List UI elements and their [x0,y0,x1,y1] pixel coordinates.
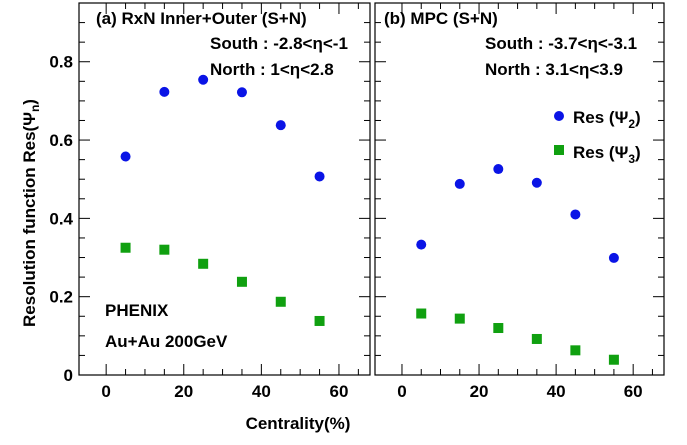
legend-entry-psi2: Res (Ψ2) [573,108,641,131]
y-tick-label: 0.4 [49,209,73,228]
panel-b-north-annotation: North : 3.1<η<3.9 [485,60,623,79]
x-tick-label: 40 [252,382,271,401]
x-tick-label: 0 [397,382,406,401]
x-tick-label: 60 [624,382,643,401]
x-tick-label: 20 [470,382,489,401]
experiment-label: PHENIX [105,301,169,320]
y-axis-title-close: ) [20,99,39,105]
legend-entry-psi3-text: Res (Ψ [573,143,628,162]
data-point-psi2 [120,151,131,162]
data-point-psi3 [198,258,209,269]
legend-marker-psi3 [554,145,564,155]
y-axis-title-text: Resolution function Res(Ψ [20,112,39,327]
panel-b: 0 20 40 60 [374,2,665,401]
data-point-psi2 [159,86,170,97]
panel-a-north-annotation: North : 1<η<2.8 [210,60,334,79]
x-axis-title: Centrality(%) [246,414,351,433]
panel-b-label: (b) MPC (S+N) [384,9,498,28]
data-point-psi2 [608,252,619,263]
panel-a: 0 20 40 60 0 0.2 0.4 0.6 0.8 [49,2,371,401]
legend: Res (Ψ2) Res (Ψ3) [554,108,641,166]
data-point-psi3 [416,308,427,319]
panel-frame [78,2,371,376]
data-point-psi2 [493,164,504,175]
y-tick-label: 0.8 [49,53,73,72]
data-point-psi2 [416,239,427,250]
data-point-psi2 [454,178,465,189]
data-point-psi3 [236,276,247,287]
y-tick-label: 0 [64,366,73,385]
y-tick-label: 0.6 [49,131,73,150]
y-axis-title-sub: n [28,105,42,112]
data-point-psi2 [236,87,247,98]
panel-b-south-annotation: South : -3.7<η<-3.1 [485,34,637,53]
data-point-psi3 [493,323,504,334]
panel-frame [374,2,665,376]
data-point-psi3 [275,296,286,307]
x-tick-label: 20 [174,382,193,401]
data-point-psi2 [198,74,209,85]
x-tick-label: 0 [101,382,110,401]
data-point-psi3 [531,333,542,344]
x-tick-label: 60 [329,382,348,401]
legend-entry-psi3-close: ) [635,143,641,162]
data-point-psi3 [159,244,170,255]
data-point-psi2 [531,177,542,188]
y-tick-label: 0.2 [49,288,73,307]
data-point-psi3 [608,354,619,365]
data-point-psi3 [454,313,465,324]
data-point-psi2 [314,171,325,182]
legend-entry-psi3: Res (Ψ3) [573,143,641,166]
data-point-psi3 [120,242,131,253]
legend-marker-psi2 [554,111,564,121]
legend-entry-psi2-text: Res (Ψ [573,108,628,127]
legend-entry-psi2-close: ) [635,108,641,127]
x-tick-label: 40 [547,382,566,401]
data-point-psi2 [275,120,286,131]
data-point-psi3 [314,315,325,326]
panel-a-south-annotation: South : -2.8<η<-1 [210,34,348,53]
legend-entry-psi2-sub: 2 [628,117,635,131]
legend-entry-psi3-sub: 3 [628,152,635,166]
panel-a-label: (a) RxN Inner+Outer (S+N) [96,9,307,28]
y-axis-title: Resolution function Res(Ψn) [20,99,42,327]
data-point-psi3 [570,345,581,356]
data-point-psi2 [570,209,581,220]
system-label: Au+Au 200GeV [105,332,228,351]
